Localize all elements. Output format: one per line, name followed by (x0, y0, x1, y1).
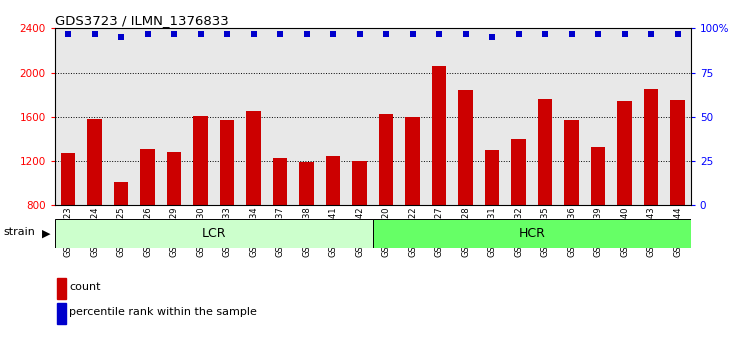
Point (327, 31, 339, 36)
Bar (326, 156, 341, 205)
Bar (55, 219, 373, 248)
Point (168, 31, 180, 36)
Point (248, 31, 260, 36)
Point (62, 31, 74, 36)
Point (539, 31, 551, 36)
Text: GDS3723 / ILMN_1376833: GDS3723 / ILMN_1376833 (55, 14, 229, 27)
Point (433, 31, 445, 36)
Bar (273, 158, 287, 205)
Bar (485, 150, 499, 205)
Text: HCR: HCR (518, 227, 545, 240)
Point (354, 31, 366, 36)
Bar (220, 120, 235, 205)
Bar (511, 139, 526, 205)
Point (592, 31, 604, 36)
Bar (87, 119, 102, 205)
Bar (299, 162, 314, 205)
Bar (352, 160, 367, 205)
Bar (644, 89, 659, 205)
Point (142, 31, 154, 36)
Point (460, 31, 471, 36)
Bar (193, 116, 208, 205)
Text: strain: strain (4, 227, 36, 237)
Point (88, 31, 100, 36)
Point (672, 31, 683, 36)
Bar (167, 152, 181, 205)
Bar (379, 114, 393, 205)
Point (300, 31, 312, 36)
Point (512, 31, 524, 36)
Bar (591, 147, 605, 205)
Text: count: count (69, 282, 101, 292)
Bar (114, 182, 129, 205)
Bar (373, 219, 691, 248)
Bar (405, 117, 420, 205)
Point (406, 31, 418, 36)
Point (566, 31, 577, 36)
Point (115, 34, 127, 40)
Bar (432, 66, 447, 205)
Bar (246, 111, 261, 205)
Point (221, 31, 233, 36)
Point (380, 31, 392, 36)
Text: percentile rank within the sample: percentile rank within the sample (69, 307, 257, 316)
Bar (617, 101, 632, 205)
Bar (140, 149, 155, 205)
Text: ▶: ▶ (42, 228, 51, 238)
Bar (538, 99, 553, 205)
Point (194, 31, 206, 36)
Point (274, 31, 286, 36)
Bar (670, 100, 685, 205)
Bar (564, 120, 579, 205)
Bar (61, 153, 75, 205)
Point (486, 34, 498, 40)
Point (618, 31, 630, 36)
Point (645, 31, 657, 36)
Bar (458, 90, 473, 205)
Text: LCR: LCR (202, 227, 226, 240)
